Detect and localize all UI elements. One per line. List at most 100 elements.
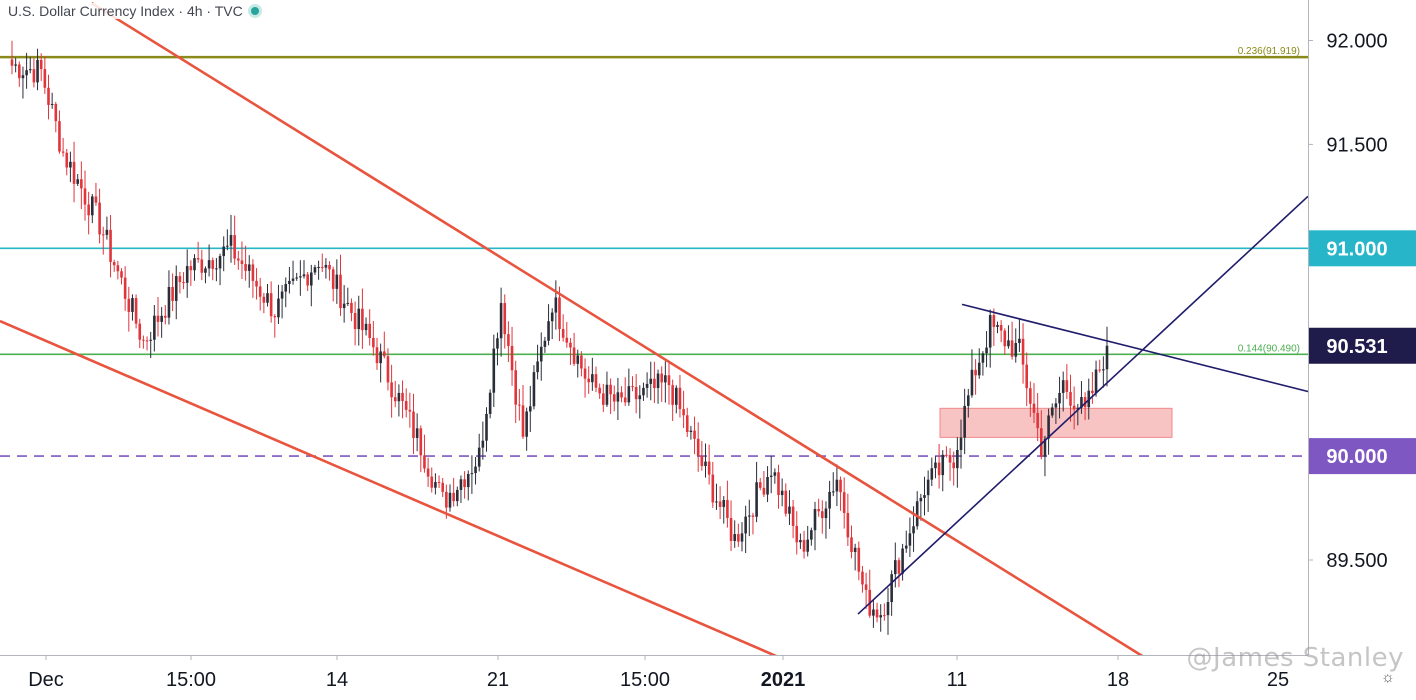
candle-body [499, 303, 503, 339]
candle-body [69, 161, 72, 168]
candle-body [1080, 397, 1083, 408]
price-label-box [1309, 230, 1416, 267]
candle-body [926, 479, 930, 496]
candle-body [751, 515, 755, 517]
candle-body [726, 500, 729, 518]
candle-body [481, 440, 485, 448]
time-axis[interactable] [0, 655, 1308, 700]
candle-body [310, 272, 313, 286]
candle-body [47, 87, 50, 105]
candle-body [915, 501, 919, 527]
candle-body [299, 276, 302, 278]
candle-body [758, 482, 762, 488]
candle-body [839, 479, 842, 493]
candle-body [857, 547, 861, 572]
candle-body [1014, 343, 1018, 357]
candle-body [755, 482, 758, 517]
channel-upper-trendline[interactable] [90, 1, 1146, 659]
candle-body [14, 64, 17, 66]
candle-body [835, 479, 839, 492]
candle-body [204, 268, 207, 273]
candle-body [350, 302, 353, 314]
candle-body [667, 375, 671, 386]
candle-body [368, 323, 371, 338]
candle-body [518, 404, 521, 406]
candle-body [61, 151, 65, 153]
candle-body [182, 282, 185, 284]
candle-body [1010, 340, 1014, 357]
candle-body [653, 378, 656, 388]
candle-body [306, 274, 309, 286]
candle-body [247, 264, 251, 271]
settings-gear-icon[interactable]: ☼ [1381, 669, 1395, 686]
candle-body [923, 495, 926, 498]
candle-body [404, 400, 408, 410]
candle-body [784, 490, 788, 514]
x-tick-label: 18 [1107, 669, 1129, 691]
candle-body [193, 258, 196, 271]
candle-body [419, 428, 423, 456]
candle-body [1094, 369, 1098, 394]
candle-body [65, 152, 69, 168]
price-label: 90.000 [1326, 446, 1387, 468]
candle-body [689, 430, 693, 432]
candle-body [769, 475, 773, 477]
candle-body [802, 540, 806, 552]
candle-body [525, 411, 528, 437]
candle-body [412, 411, 415, 438]
x-tick-label: 15:00 [166, 669, 216, 691]
candle-body [729, 517, 733, 541]
candle-body [1043, 438, 1047, 457]
candle-body [660, 373, 663, 383]
candle-body [1098, 369, 1101, 371]
candle-body [452, 492, 455, 502]
candle-body [970, 369, 974, 396]
y-tick-label: 91.500 [1326, 134, 1387, 156]
candle-body [288, 280, 291, 285]
candle-body [886, 602, 890, 616]
candle-body [229, 235, 233, 246]
candle-body [718, 501, 722, 507]
chart-header: U.S. Dollar Currency Index · 4h · TVC [6, 3, 261, 19]
candle-body [262, 296, 266, 303]
candle-body [1050, 407, 1054, 416]
candle-body [558, 297, 561, 330]
x-tick-label: 2021 [761, 669, 806, 691]
candle-body [1054, 403, 1058, 408]
candle-body [853, 547, 857, 553]
candle-body [536, 361, 539, 373]
candle-body [149, 339, 152, 341]
candle-body [996, 325, 999, 327]
candle-body [273, 316, 277, 318]
candle-body [879, 615, 882, 618]
candle-body [390, 382, 393, 398]
price-label-box [1309, 438, 1416, 475]
candle-body [101, 234, 105, 236]
fib-0144-label: 0.144(90.490) [1238, 343, 1300, 354]
candle-body [623, 397, 627, 403]
candle-body [864, 584, 868, 590]
candle-body [572, 347, 576, 364]
candle-body [846, 512, 850, 538]
candle-body [174, 276, 178, 301]
candle-body [609, 384, 612, 395]
candle-body [167, 286, 171, 318]
candle-body [1102, 369, 1105, 371]
candle-body [127, 298, 131, 312]
candle-body [715, 501, 718, 503]
candle-body [963, 405, 966, 438]
candle-body [153, 315, 156, 340]
candle-body [91, 196, 94, 216]
candle-body [901, 548, 904, 574]
candle-body [50, 104, 54, 106]
candle-body [266, 293, 269, 303]
candle-body [941, 454, 945, 476]
candle-body [799, 540, 802, 543]
candle-body [445, 491, 448, 508]
channel-lower-trendline[interactable] [0, 319, 781, 659]
candle-body [284, 284, 288, 292]
candle-body [1025, 364, 1028, 389]
triangle-bottom-trendline[interactable] [857, 195, 1309, 615]
candle-body [364, 323, 368, 331]
